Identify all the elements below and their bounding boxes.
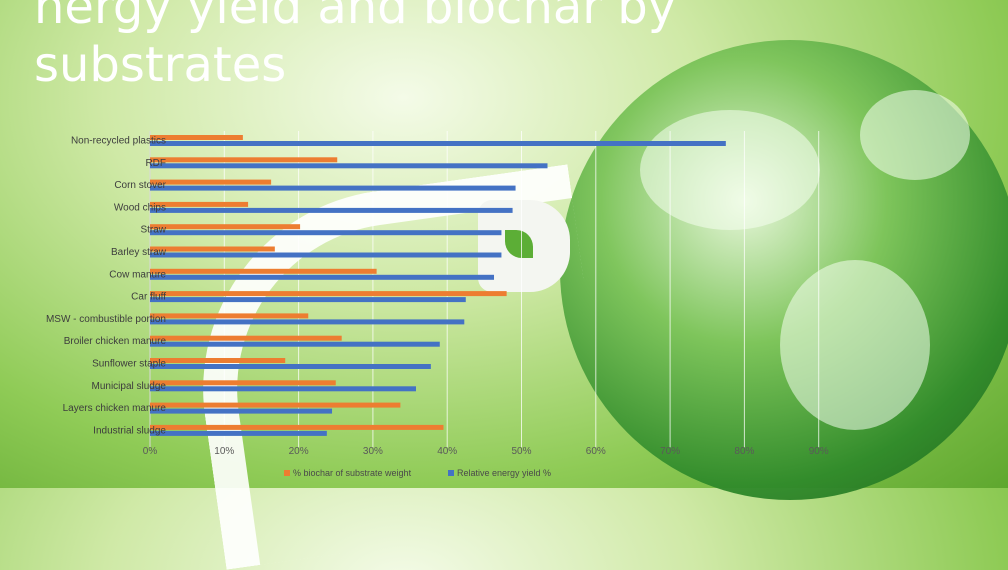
title-line-2: substrates <box>34 37 287 93</box>
legend-label: % biochar of substrate weight <box>293 468 412 478</box>
chart-bars <box>150 135 726 436</box>
globe-continent <box>780 260 930 430</box>
chart-gridlines <box>149 131 820 448</box>
energy-yield-bar <box>150 141 726 146</box>
energy-yield-bar <box>150 364 431 369</box>
category-label: Municipal sludge <box>92 381 167 392</box>
x-tick-label: 60% <box>586 446 606 457</box>
category-labels: Non-recycled plastics RDF Corn stover Wood … <box>46 136 167 437</box>
category-label: Straw <box>140 225 166 236</box>
category-label: Broiler chicken manure <box>64 336 167 347</box>
energy-yield-bar <box>150 386 416 392</box>
energy-yield-bar <box>150 408 333 414</box>
leaf-icon <box>505 230 533 258</box>
bar-chart: Non-recycled plastics RDF Corn stover Wood … <box>46 131 829 478</box>
x-tick-label: 40% <box>437 446 457 457</box>
biochar-bar <box>150 135 243 140</box>
category-label: Barley straw <box>111 247 167 258</box>
biochar-bar <box>150 224 301 230</box>
biochar-bar <box>150 380 336 386</box>
biochar-bar <box>150 246 275 252</box>
energy-yield-bar <box>150 163 548 169</box>
biochar-bar <box>150 313 309 319</box>
energy-yield-bar <box>150 185 516 191</box>
biochar-bar <box>150 424 444 430</box>
biochar-bar <box>150 179 272 185</box>
x-tick-label: 80% <box>734 446 754 457</box>
energy-yield-bar <box>150 297 466 303</box>
title-line-1: nergy yield and biochar by <box>34 0 677 35</box>
slide-background <box>177 40 1008 570</box>
energy-yield-bar <box>150 319 465 325</box>
category-label: Non-recycled plastics <box>71 136 166 147</box>
biochar-bar <box>150 268 377 274</box>
x-tick-label: 10% <box>214 446 234 457</box>
biochar-bar <box>150 358 286 363</box>
category-label: Corn stover <box>114 180 166 191</box>
energy-yield-bar <box>150 230 502 236</box>
x-tick-label: 20% <box>289 446 309 457</box>
globe-continent <box>860 90 970 180</box>
legend-swatch <box>448 470 454 476</box>
energy-yield-bar <box>150 341 440 347</box>
x-tick-labels: 0% 10% 20% 30% 40% 50% 60% 70% 80% 90% <box>143 446 829 457</box>
energy-yield-bar <box>150 274 495 280</box>
category-label: Car fluff <box>131 292 166 303</box>
chart-legend: % biochar of substrate weight Relative en… <box>284 468 551 478</box>
biochar-bar <box>150 201 249 207</box>
energy-yield-bar <box>150 430 327 436</box>
x-tick-label: 0% <box>143 446 158 457</box>
x-tick-label: 70% <box>660 446 680 457</box>
category-label: Wood chips <box>114 202 166 213</box>
x-tick-label: 30% <box>363 446 383 457</box>
biochar-bar <box>150 402 401 408</box>
slide-title: nergy yield and biochar by substrates <box>34 0 676 94</box>
biochar-bar <box>150 291 507 297</box>
energy-yield-bar <box>150 207 513 213</box>
category-label: MSW - combustible portion <box>46 314 166 325</box>
category-label: RDF <box>145 158 166 169</box>
energy-yield-bar <box>150 252 502 258</box>
biochar-bar <box>150 157 338 163</box>
category-label: Industrial sludge <box>93 425 166 436</box>
category-label: Cow manure <box>109 269 166 280</box>
legend-label: Relative energy yield % <box>457 468 551 478</box>
category-label: Layers chicken manure <box>63 403 167 414</box>
category-label: Sunflower staple <box>92 359 166 370</box>
x-tick-label: 50% <box>511 446 531 457</box>
biochar-bar <box>150 335 342 341</box>
x-tick-label: 90% <box>809 446 829 457</box>
legend-swatch <box>284 470 290 476</box>
